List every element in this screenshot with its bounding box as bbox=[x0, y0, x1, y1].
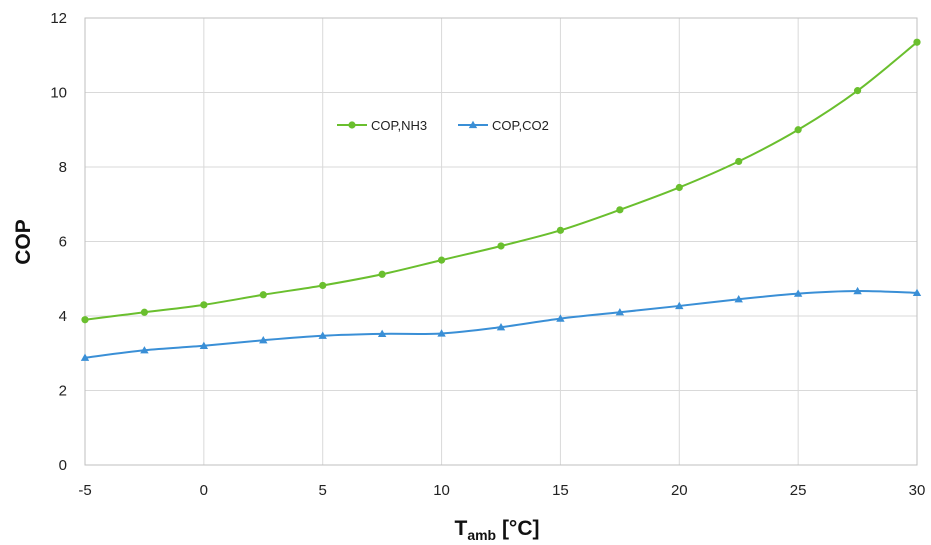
x-axis-title-main: T bbox=[454, 517, 467, 540]
data-point bbox=[140, 346, 149, 354]
y-tick-label: 12 bbox=[50, 10, 67, 27]
series-layer bbox=[80, 38, 922, 361]
data-point bbox=[734, 295, 743, 303]
x-axis-title-unit: [°C] bbox=[496, 517, 539, 540]
data-point bbox=[199, 341, 209, 349]
y-tick-labels: 0 2 4 6 8 10 12 bbox=[50, 10, 67, 474]
data-point bbox=[853, 87, 862, 95]
legend-label: COP,NH3 bbox=[371, 118, 427, 133]
data-point bbox=[675, 301, 684, 310]
data-point bbox=[378, 270, 386, 278]
data-point bbox=[319, 281, 327, 290]
data-point bbox=[556, 226, 565, 234]
grid-lines bbox=[84, 17, 918, 466]
x-tick-label: 15 bbox=[552, 482, 569, 499]
data-point bbox=[377, 329, 387, 338]
x-tick-label: 30 bbox=[909, 482, 926, 499]
data-point bbox=[259, 336, 268, 344]
data-point bbox=[80, 353, 90, 361]
data-point bbox=[496, 322, 506, 331]
legend-marker bbox=[348, 121, 356, 129]
y-tick-label: 0 bbox=[59, 457, 67, 474]
data-point bbox=[437, 256, 446, 264]
y-tick-label: 2 bbox=[59, 383, 67, 400]
data-point bbox=[615, 308, 625, 316]
x-tick-label: 0 bbox=[200, 482, 208, 499]
x-tick-label: 20 bbox=[671, 482, 688, 499]
legend-marker bbox=[468, 120, 478, 129]
y-axis-title: COP bbox=[12, 219, 35, 265]
data-point bbox=[616, 206, 624, 214]
data-point bbox=[200, 301, 208, 309]
legend-label: COP,CO2 bbox=[492, 118, 549, 133]
data-point bbox=[140, 308, 149, 316]
legend: COP,NH3 COP,CO2 bbox=[337, 118, 549, 133]
legend-item: COP,NH3 bbox=[337, 118, 427, 133]
data-point bbox=[259, 291, 267, 299]
data-point bbox=[497, 242, 505, 250]
x-axis-title: Tamb [°C] bbox=[454, 517, 539, 543]
data-point bbox=[793, 289, 803, 297]
legend-item: COP,CO2 bbox=[458, 118, 549, 133]
plot-border bbox=[84, 17, 918, 466]
y-tick-label: 8 bbox=[59, 159, 67, 176]
series-line bbox=[84, 41, 918, 321]
x-tick-label: 5 bbox=[319, 482, 327, 499]
series-nh3 bbox=[81, 38, 921, 324]
x-tick-label: 25 bbox=[790, 482, 807, 499]
data-point bbox=[675, 183, 683, 192]
x-tick-label: -5 bbox=[78, 482, 91, 499]
data-point bbox=[912, 288, 922, 297]
data-point bbox=[853, 286, 862, 295]
x-axis-title-subscript: amb bbox=[467, 527, 496, 543]
x-tick-label: 10 bbox=[433, 482, 450, 499]
y-tick-label: 4 bbox=[59, 308, 67, 325]
y-tick-label: 6 bbox=[59, 234, 67, 251]
axes bbox=[84, 17, 918, 466]
data-point bbox=[794, 126, 802, 134]
data-point bbox=[437, 329, 446, 337]
data-point bbox=[913, 38, 921, 46]
x-tick-labels: -5 0 5 10 15 20 25 30 bbox=[78, 482, 925, 499]
y-tick-label: 10 bbox=[50, 85, 67, 102]
series-co2 bbox=[80, 286, 922, 361]
data-point bbox=[318, 331, 327, 339]
data-point bbox=[735, 157, 743, 166]
data-point bbox=[556, 314, 565, 322]
data-point bbox=[81, 316, 89, 324]
